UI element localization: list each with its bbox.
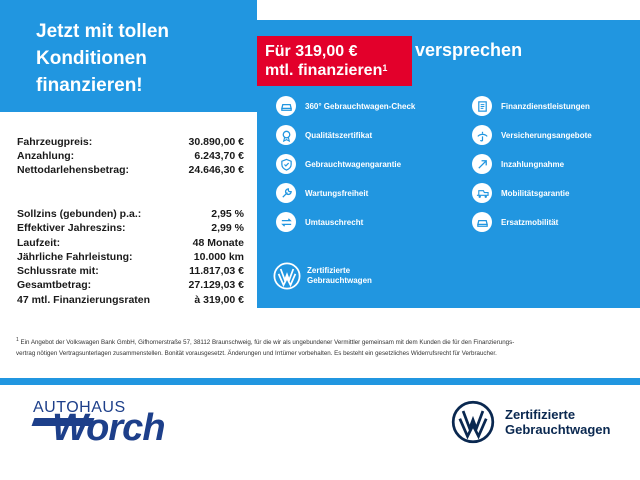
price-label: Nettodarlehensbetrag: <box>17 164 130 176</box>
badge-footnote-mark: 1 <box>382 63 388 73</box>
feature-label: Umtauschrecht <box>305 217 364 227</box>
footer: AUTOHAUS Worch Zertifizierte Gebrauchtwa… <box>0 385 640 480</box>
footnote-line-1: 1 Ein Angebot der Volkswagen Bank GmbH, … <box>16 335 624 348</box>
promise-title: versprechen <box>415 40 523 60</box>
price-label: Fahrzeugpreis: <box>17 136 93 148</box>
trade-in-icon <box>472 154 492 174</box>
rate-label: Jährliche Fahrleistung: <box>17 251 133 263</box>
headline: Jetzt mit tollen Konditionen finanzieren… <box>36 18 236 99</box>
rate-row: Gesamtbetrag: 27.129,03 € <box>17 279 244 293</box>
car-check-icon <box>276 96 296 116</box>
finance-icon <box>472 96 492 116</box>
vw-certified-large-line-2: Gebrauchtwagen <box>505 422 611 437</box>
vw-certified-small-line-1: Zertifizierte <box>307 266 351 275</box>
price-value: 6.243,70 € <box>194 150 244 162</box>
footnote-mark: 1 <box>16 337 19 343</box>
vw-certified-small: Zertifizierte Gebrauchtwagen <box>273 262 372 290</box>
feature-label: Finanzdienstleistungen <box>501 101 590 111</box>
rate-value: 11.817,03 € <box>189 265 244 277</box>
feature-item: Inzahlungnahme <box>472 154 564 174</box>
footnote-line-2: vertrag nötigen Vertragsunterlagen zusam… <box>16 350 497 358</box>
rate-label: Gesamtbetrag: <box>17 279 92 291</box>
exchange-icon <box>276 212 296 232</box>
badge-line-2-text: mtl. finanzieren <box>265 62 383 79</box>
vw-certified-large-line-1: Zertifizierte <box>505 407 576 422</box>
vw-certified-small-text: Zertifizierte Gebrauchtwagen <box>307 266 372 286</box>
dealer-name-line-2: Worch <box>52 407 166 449</box>
rate-row: Laufzeit: 48 Monate <box>17 237 244 251</box>
feature-item: Ersatzmobilität <box>472 212 558 232</box>
feature-label: Gebrauchtwagengarantie <box>305 159 402 169</box>
price-row: Fahrzeugpreis: 30.890,00 € <box>17 136 244 150</box>
feature-label: Versicherungsangebote <box>501 130 592 140</box>
rate-label: Sollzins (gebunden) p.a.: <box>17 208 142 220</box>
replacement-car-icon <box>472 212 492 232</box>
feature-item: Finanzdienstleistungen <box>472 96 590 116</box>
feature-item: Versicherungsangebote <box>472 125 592 145</box>
feature-item: Mobilitätsgarantie <box>472 183 569 203</box>
rate-value: 48 Monate <box>192 237 244 249</box>
price-value: 24.646,30 € <box>188 164 244 176</box>
footnote-line-1-text: Ein Angebot der Volkswagen Bank GmbH, Gi… <box>18 339 515 347</box>
feature-item: Gebrauchtwagengarantie <box>276 154 401 174</box>
price-row: Anzahlung: 6.243,70 € <box>17 150 244 164</box>
wrench-icon <box>276 183 296 203</box>
headline-panel: Jetzt mit tollen Konditionen finanzieren… <box>0 0 257 112</box>
rate-label: 47 mtl. Finanzierungsraten <box>17 294 151 306</box>
insurance-icon <box>472 125 492 145</box>
headline-line-2: Konditionen <box>36 48 147 69</box>
shield-check-icon <box>276 154 296 174</box>
rate-row: Effektiver Jahreszins: 2,99 % <box>17 222 244 236</box>
rate-value: à 319,00 € <box>194 294 244 306</box>
price-table: Fahrzeugpreis: 30.890,00 € Anzahlung: 6.24… <box>0 112 257 308</box>
feature-label: Inzahlungnahme <box>501 159 565 169</box>
rate-row: 47 mtl. Finanzierungsraten à 319,00 € <box>17 294 244 308</box>
vw-logo-icon <box>451 400 495 444</box>
monthly-rate-badge: Für 319,00 € mtl. finanzieren1 <box>257 36 412 86</box>
feature-label: Qualitätszertifikat <box>305 130 373 140</box>
feature-label: 360° Gebrauchtwagen-Check <box>305 101 416 111</box>
feature-label: Ersatzmobilität <box>501 217 559 227</box>
rate-value: 2,99 % <box>211 222 244 234</box>
badge-line-2: mtl. finanzieren1 <box>265 61 412 80</box>
feature-item: Wartungsfreiheit <box>276 183 368 203</box>
rate-value: 10.000 km <box>193 251 244 263</box>
rate-label: Effektiver Jahreszins: <box>17 222 126 234</box>
dealer-name-line-1: AUTOHAUS <box>33 399 126 416</box>
vw-certified-large-text: Zertifizierte Gebrauchtwagen <box>505 407 610 437</box>
feature-label: Mobilitätsgarantie <box>501 188 570 198</box>
legal-footnote: 1 Ein Angebot der Volkswagen Bank GmbH, … <box>0 308 640 378</box>
price-label: Anzahlung: <box>17 150 75 162</box>
price-row: Nettodarlehensbetrag: 24.646,30 € <box>17 164 244 178</box>
feature-item: Umtauschrecht <box>276 212 363 232</box>
vw-logo-icon <box>273 262 301 290</box>
certificate-icon <box>276 125 296 145</box>
rate-row: Schlussrate mit: 11.817,03 € <box>17 265 244 279</box>
tow-truck-icon <box>472 183 492 203</box>
price-value: 30.890,00 € <box>188 136 244 148</box>
rate-label: Laufzeit: <box>17 237 61 249</box>
feature-item: Qualitätszertifikat <box>276 125 372 145</box>
rate-value: 2,95 % <box>211 208 244 220</box>
headline-line-3: finanzieren! <box>36 75 143 96</box>
rate-label: Schlussrate mit: <box>17 265 99 277</box>
feature-item: 360° Gebrauchtwagen-Check <box>276 96 415 116</box>
blue-divider <box>0 378 640 385</box>
feature-label: Wartungsfreiheit <box>305 188 369 198</box>
rate-row: Jährliche Fahrleistung: 10.000 km <box>17 251 244 265</box>
vw-certified-small-line-2: Gebrauchtwagen <box>307 276 372 285</box>
rate-row: Sollzins (gebunden) p.a.: 2,95 % <box>17 208 244 222</box>
headline-line-1: Jetzt mit tollen <box>36 21 170 42</box>
vw-certified-large: Zertifizierte Gebrauchtwagen <box>451 400 610 444</box>
rate-value: 27.129,03 € <box>188 279 244 291</box>
badge-line-1: Für 319,00 € <box>265 43 358 60</box>
